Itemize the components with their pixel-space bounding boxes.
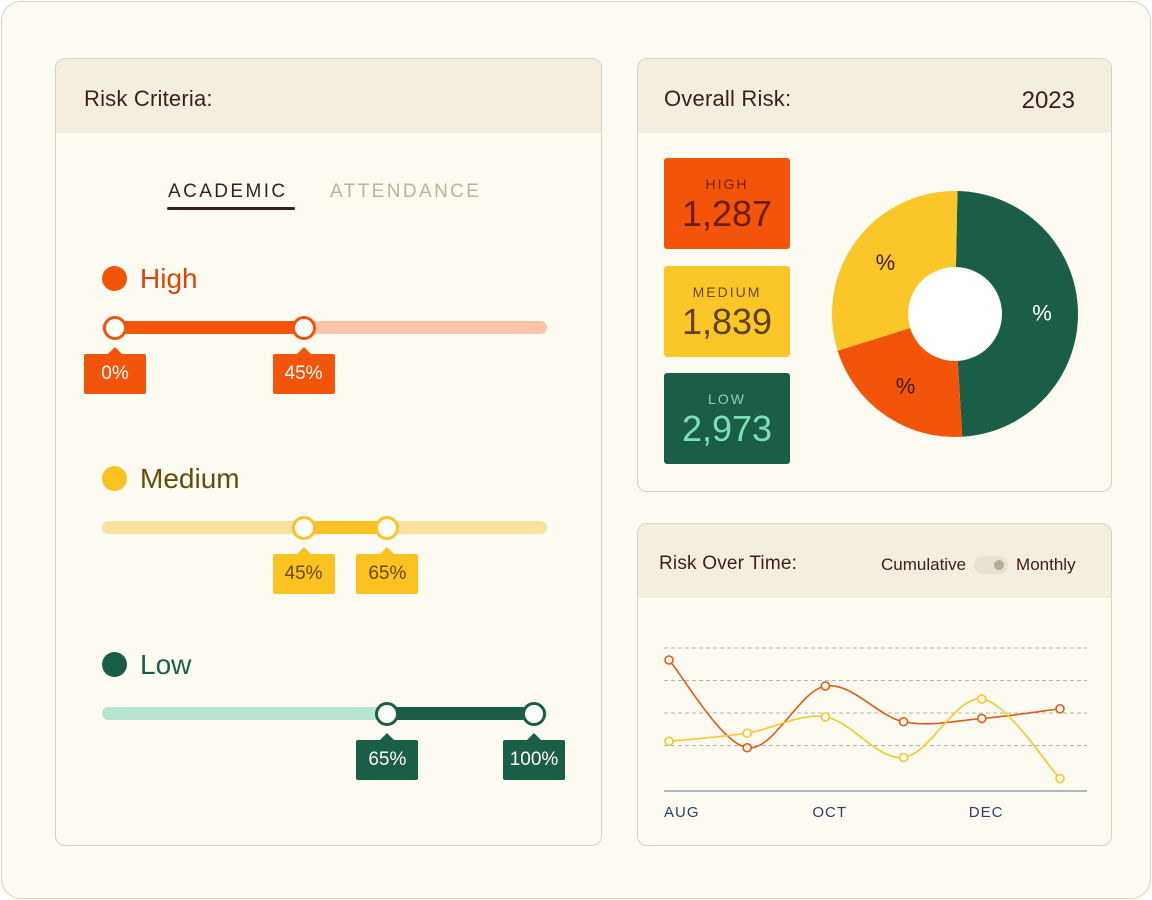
cumulative-monthly-toggle[interactable] — [974, 556, 1009, 574]
data-point[interactable] — [976, 713, 987, 724]
slider-handle-max[interactable] — [291, 315, 316, 340]
donut-label-high: % — [896, 374, 916, 399]
level-dot-medium — [102, 466, 127, 491]
data-point[interactable] — [1055, 773, 1065, 784]
level-label-medium: Medium — [140, 463, 240, 494]
data-point[interactable] — [1055, 703, 1065, 714]
risk-criteria-card: Risk Criteria: ACADEMIC ATTENDANCE High 0… — [55, 58, 602, 846]
stat-value: 1,839 — [681, 301, 773, 342]
toggle-label-cumulative: Cumulative — [881, 555, 967, 574]
range-fill — [303, 521, 388, 534]
active-tab-underline — [167, 207, 295, 210]
stat-label: MEDIUM — [692, 284, 762, 300]
level-label-low: Low — [140, 649, 192, 680]
risk-over-time-title: Risk Over Time: — [659, 553, 798, 574]
slider-value-max: 65% — [356, 547, 419, 594]
year-selector[interactable]: 2023 — [1021, 87, 1075, 114]
overall-risk-title: Overall Risk: — [664, 86, 792, 111]
range-fill — [115, 321, 304, 334]
risk-over-time-card: Risk Over Time: Cumulative Monthly AUG OC… — [637, 523, 1112, 846]
range-slider-low[interactable] — [102, 701, 547, 726]
range-slider-high[interactable] — [102, 315, 547, 340]
level-label-high: High — [140, 263, 198, 294]
series-line-0 — [668, 659, 1061, 749]
slider-handle-min[interactable] — [375, 701, 400, 726]
range-slider-medium[interactable] — [102, 515, 547, 540]
x-tick-label: DEC — [969, 804, 1004, 821]
risk-over-time-line-chart: AUG OCT DEC — [664, 647, 1087, 821]
stat-label: HIGH — [705, 176, 749, 192]
data-point[interactable] — [820, 712, 831, 722]
donut-slice-low[interactable] — [955, 191, 1078, 437]
overall-risk-card: Overall Risk: 2023 HIGH 1,287 MEDIUM 1,839 L… — [637, 58, 1112, 492]
risk-criteria-title: Risk Criteria: — [84, 86, 213, 111]
overall-risk-donut-chart: %%% — [832, 190, 1078, 437]
data-point[interactable] — [742, 742, 752, 753]
data-point[interactable] — [976, 694, 987, 704]
slider-handle-max[interactable] — [375, 515, 400, 540]
stat-box-low[interactable]: LOW 2,973 — [664, 373, 790, 464]
series-line-1 — [668, 698, 1061, 780]
stat-label: LOW — [708, 391, 746, 407]
stat-box-medium[interactable]: MEDIUM 1,839 — [664, 266, 790, 357]
slider-value-min: 45% — [272, 547, 335, 594]
stat-box-high[interactable]: HIGH 1,287 — [664, 158, 790, 249]
slider-value-min: 65% — [356, 733, 419, 780]
x-tick-label: OCT — [812, 804, 847, 821]
data-point[interactable] — [742, 728, 752, 738]
view-toggle-group: Cumulative Monthly — [881, 555, 1076, 575]
range-fill — [387, 707, 534, 720]
toggle-knob — [994, 560, 1005, 570]
tab-attendance[interactable]: ATTENDANCE — [330, 181, 482, 202]
slider-value-max: 45% — [272, 347, 335, 394]
risk-over-time-header: Risk Over Time: Cumulative Monthly — [638, 524, 1111, 598]
risk-criteria-header: Risk Criteria: — [56, 59, 601, 133]
overall-risk-header: Overall Risk: 2023 — [638, 59, 1111, 133]
slider-value-max: 100% — [503, 733, 565, 780]
data-point[interactable] — [820, 681, 831, 691]
donut-hole — [908, 267, 1002, 361]
slider-handle-min[interactable] — [103, 315, 127, 340]
slider-handle-max[interactable] — [522, 701, 546, 726]
stat-value: 1,287 — [681, 193, 773, 234]
donut-label-low: % — [1032, 300, 1052, 325]
data-point[interactable] — [664, 736, 674, 747]
toggle-label-monthly: Monthly — [1016, 555, 1076, 574]
slider-value-min: 0% — [84, 347, 146, 394]
tab-academic[interactable]: ACADEMIC — [168, 181, 288, 202]
level-dot-high — [102, 266, 127, 291]
level-dot-low — [102, 652, 127, 677]
x-tick-label: AUG — [664, 804, 700, 821]
stat-value: 2,973 — [681, 408, 773, 449]
data-point[interactable] — [898, 716, 909, 727]
donut-label-medium: % — [876, 250, 896, 275]
data-point[interactable] — [898, 752, 909, 763]
slider-handle-min[interactable] — [291, 515, 316, 540]
data-point[interactable] — [664, 655, 674, 665]
